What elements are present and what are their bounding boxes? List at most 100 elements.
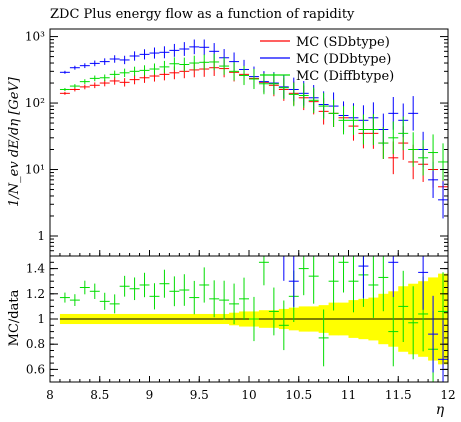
x-axis-label: η (436, 402, 445, 418)
ratio-point (169, 276, 180, 307)
ratio-point (258, 256, 269, 286)
ratio-point (388, 256, 399, 297)
ratio-point (278, 255, 289, 281)
data-point (249, 68, 259, 90)
data-point (139, 49, 150, 60)
ratio-series-2 (278, 255, 448, 382)
ratio-point (368, 256, 379, 318)
ratio-point (298, 256, 309, 296)
data-marks (59, 39, 448, 382)
data-point (219, 57, 230, 75)
data-point (79, 79, 90, 85)
y-tick-label: 10² (25, 96, 45, 110)
ratio-point (428, 295, 439, 373)
y-tick-label: 10³ (25, 30, 45, 44)
data-point (79, 63, 90, 69)
ratio-point (189, 280, 200, 315)
x-tick-label: 9 (146, 388, 154, 402)
data-point (199, 39, 210, 56)
data-point (69, 87, 80, 92)
ratio-point (288, 256, 299, 307)
data-point (109, 55, 120, 63)
ratio-y-tick-label: 1.4 (26, 262, 45, 276)
ratio-point (438, 320, 448, 382)
x-tick-label: 10.5 (285, 388, 312, 402)
data-point (189, 39, 200, 55)
data-point (169, 43, 180, 57)
x-tick-label: 8.5 (90, 388, 109, 402)
ratio-y-tick-label: 0.6 (26, 362, 45, 376)
data-point (129, 66, 140, 76)
ratio-point (139, 272, 150, 298)
data-point (368, 114, 379, 145)
data-point (139, 65, 150, 76)
data-point (398, 116, 409, 151)
ratio-point (229, 283, 240, 325)
x-tick-label: 10 (241, 388, 256, 402)
x-tick-label: 11.5 (385, 388, 412, 402)
ratio-point (358, 256, 369, 299)
y-tick-label: 10¹ (25, 163, 45, 177)
data-point (378, 127, 389, 159)
x-tick-label: 11 (341, 388, 356, 402)
ratio-point (338, 256, 349, 293)
data-point (318, 92, 329, 120)
data-point (109, 77, 120, 85)
ratio-point (89, 283, 100, 299)
legend-label: MC (Diffbtype) (296, 69, 394, 84)
data-point (149, 47, 160, 59)
data-point (408, 132, 419, 167)
x-tick-label: 9.5 (190, 388, 209, 402)
ratio-point (278, 300, 289, 351)
ratio-point (99, 292, 110, 310)
ratio-y-tick-label: 1.2 (26, 287, 45, 301)
data-point (428, 134, 439, 171)
ratio-point (378, 256, 389, 312)
x-tick-label: 12 (440, 388, 455, 402)
ratio-point (179, 274, 190, 306)
legend-label: MC (DDbtype) (296, 52, 391, 67)
legend-item: MC (Diffbtype) (260, 69, 394, 84)
ratio-point (308, 256, 319, 304)
data-point (129, 51, 140, 61)
legend: MC (SDbtype) MC (DDbtype) MC (Diffbtype) (260, 35, 394, 84)
data-point (278, 76, 289, 100)
data-point (199, 54, 210, 71)
data-point (358, 114, 369, 145)
data-point (239, 65, 249, 86)
data-point (149, 63, 160, 75)
ratio-point (79, 280, 90, 295)
ratio-point (348, 256, 359, 313)
ratio-point (59, 292, 70, 303)
data-point (169, 57, 180, 71)
legend-item: MC (DDbtype) (260, 52, 391, 67)
data-point (89, 82, 100, 89)
ratio-y-tick-label: 0.8 (26, 337, 45, 351)
ratio-point (418, 256, 429, 310)
data-point (119, 68, 130, 78)
data-point (338, 106, 349, 135)
data-point (328, 99, 339, 127)
data-point (179, 57, 190, 72)
ratio-point (129, 277, 140, 301)
legend-label: MC (SDbtype) (296, 35, 390, 50)
ratio-point (69, 294, 80, 306)
data-point (418, 140, 429, 176)
data-point (189, 55, 200, 71)
ratio-point (268, 287, 279, 336)
data-point (159, 60, 170, 73)
y-axis-label-main: 1/N_ev dE/dη [GeV] (7, 76, 22, 207)
data-point (69, 65, 80, 70)
axes: 8 8.5 9 9.5 10 10.5 11 11.5 12 10³ 10² 10¹ 1 0.6 0.8 1 1… (25, 30, 456, 402)
series-3 (59, 53, 448, 181)
data-point (109, 70, 120, 79)
data-point (388, 121, 399, 155)
data-point (209, 53, 220, 71)
data-point (308, 87, 319, 114)
data-point (258, 73, 269, 95)
ratio-point (388, 296, 399, 367)
data-point (438, 143, 448, 181)
data-point (119, 78, 130, 87)
data-point (159, 46, 170, 59)
